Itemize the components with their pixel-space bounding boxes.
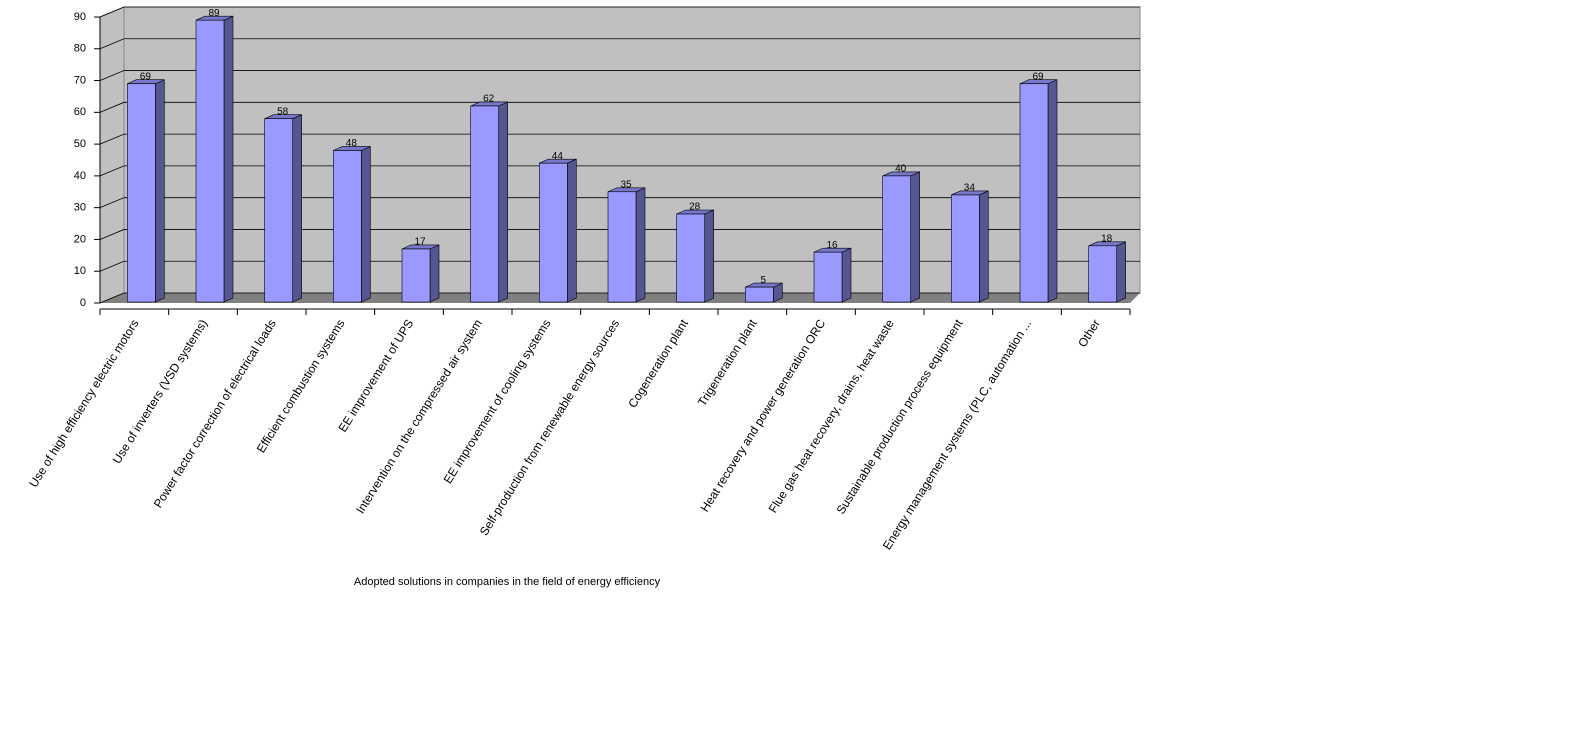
grid-line	[99, 165, 1140, 177]
x-tick-label: Heat recovery and power generation ORC	[698, 317, 829, 515]
value-label: 69	[1032, 71, 1044, 82]
bar-side	[1047, 79, 1058, 303]
bar-side	[361, 146, 371, 303]
bar	[607, 191, 637, 303]
y-tick-label: 30	[74, 202, 86, 214]
grid-line	[99, 101, 1140, 113]
grid-line	[99, 197, 1140, 209]
bar-side	[979, 190, 989, 303]
bar-side	[498, 101, 508, 303]
bar-side	[910, 171, 920, 303]
bar-side	[429, 244, 440, 303]
x-tick-label: Trigeneration plant	[695, 316, 760, 408]
bar	[470, 105, 499, 303]
value-label: 89	[208, 8, 220, 19]
value-label: 62	[483, 94, 495, 105]
bar-side	[1116, 241, 1126, 303]
y-tick-label: 50	[74, 138, 86, 150]
grid-line	[99, 70, 1140, 81]
value-label: 34	[964, 183, 976, 194]
grid-line	[99, 6, 1140, 18]
bar	[333, 150, 362, 303]
value-label: 28	[689, 202, 701, 213]
value-label: 35	[620, 179, 632, 190]
y-tick-label: 0	[80, 297, 86, 309]
grid-line	[99, 260, 1140, 272]
x-tick-label: Flue gas heat recovery, drains, heat was…	[766, 317, 897, 516]
bar	[264, 118, 293, 303]
y-tick-label: 90	[74, 11, 86, 23]
x-tick-label: Power factor correction of electrical lo…	[151, 317, 279, 511]
grid-line	[99, 133, 1140, 145]
side-wall	[99, 6, 125, 304]
x-tick-label: Other	[1075, 317, 1103, 350]
bar	[539, 162, 568, 303]
x-tick-label: Energy management systems (PLC, automati…	[880, 317, 1034, 552]
bar-side	[567, 158, 577, 303]
bar-side	[223, 15, 234, 303]
x-tick-label: EE improvement of UPS	[335, 317, 416, 435]
bar	[401, 248, 431, 303]
bar	[1088, 245, 1117, 303]
x-tick-label: Self-production from renewable energy so…	[477, 317, 622, 538]
chart-title: Adopted solutions in companies in the fi…	[354, 576, 661, 588]
bar	[127, 83, 156, 303]
bar	[813, 251, 843, 303]
x-tick-label: Use of high efficiency electric motors	[26, 317, 141, 490]
bar-side	[292, 114, 302, 303]
bar	[745, 286, 774, 303]
value-label: 44	[552, 151, 564, 162]
x-tick-label: Sustainable production process equipment	[834, 316, 966, 516]
value-label: 17	[414, 237, 426, 248]
x-tick-label: Cogeneration plant	[625, 316, 691, 410]
bar-side	[635, 187, 646, 303]
bar	[882, 175, 911, 303]
bar-side	[155, 79, 165, 303]
y-tick-label: 60	[74, 106, 86, 118]
y-tick-label: 70	[74, 74, 86, 86]
y-tick-label: 20	[74, 233, 86, 245]
y-tick-label: 40	[74, 170, 86, 182]
bar	[1019, 83, 1049, 303]
value-label: 16	[826, 240, 838, 251]
value-label: 40	[895, 164, 907, 175]
y-tick-label: 80	[74, 43, 86, 55]
value-label: 69	[140, 71, 152, 82]
value-label: 18	[1101, 233, 1113, 244]
bar	[195, 19, 225, 303]
x-tick-label: Intervention on the compressed air syste…	[353, 317, 485, 516]
y-tick-label: 10	[74, 265, 86, 277]
bar-side	[704, 209, 714, 303]
grid-line	[99, 292, 1140, 304]
bar	[951, 194, 980, 303]
bar-side	[841, 247, 852, 303]
grid-line	[99, 229, 1140, 240]
grid-line	[99, 38, 1140, 50]
value-label: 48	[346, 138, 358, 149]
value-label: 5	[761, 275, 767, 286]
bar	[676, 213, 705, 303]
value-label: 58	[277, 106, 289, 117]
